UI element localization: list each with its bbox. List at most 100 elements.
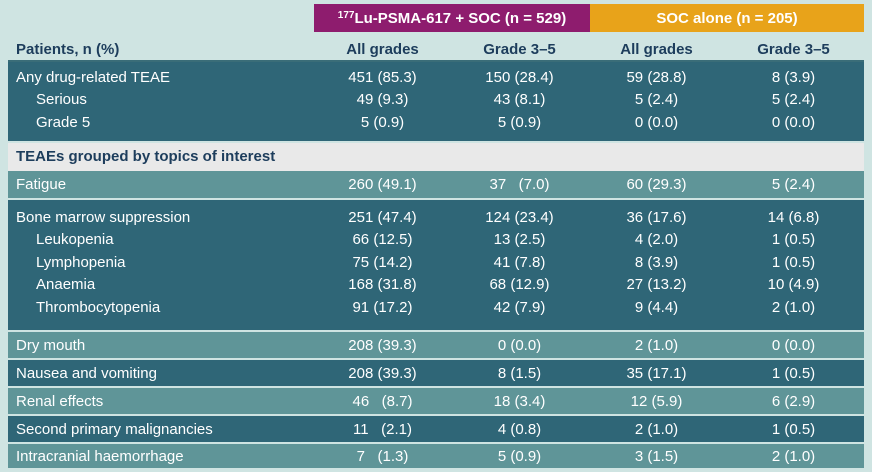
row-label: Thrombocytopenia [36,298,161,316]
cell: 5 (2.4) [771,91,816,109]
cell: 1 (0.5) [771,253,816,271]
cell: 13 (2.5) [493,231,546,249]
row-label: Anaemia [36,276,96,294]
cell: 60 (29.3) [626,175,687,193]
table-row: Nausea and vomiting 208 (39.3) 8 (1.5) 3… [8,362,864,385]
row-label: Lymphopenia [36,253,126,271]
cell: 43 (8.1) [493,91,546,109]
cell: 1 (0.5) [771,364,816,382]
cell: 208 (39.3) [348,364,417,382]
table-row: Grade 5 5 (0.9) 5 (0.9) 0 (0.0) 0 (0.0) [8,111,864,134]
section-title: TEAEs grouped by topics of interest [16,148,276,165]
cell: 12 (5.9) [630,392,683,410]
table-row: Bone marrow suppression 251 (47.4) 124 (… [8,206,864,229]
cell: 124 (23.4) [485,208,554,226]
renal-block: Renal effects 46 (8.7) 18 (3.4) 12 (5.9)… [8,388,864,414]
cell: 8 (3.9) [634,253,679,271]
table-row: Dry mouth 208 (39.3) 0 (0.0) 2 (1.0) 0 (… [8,334,864,357]
cell: 8 (1.5) [497,364,542,382]
cell: 2 (1.0) [634,420,679,438]
cell: 27 (13.2) [626,276,687,294]
row-label: Bone marrow suppression [16,208,191,226]
nausea-block: Nausea and vomiting 208 (39.3) 8 (1.5) 3… [8,360,864,386]
cell: 251 (47.4) [348,208,417,226]
isotope-superscript: 177 [337,9,355,21]
table-row: Intracranial haemorrhage 7 (1.3) 5 (0.9)… [8,445,864,468]
patients-label: Patients, n (%) [16,41,120,58]
table-row: Lymphopenia 75 (14.2) 41 (7.8) 8 (3.9) 1… [8,251,864,274]
section-header: TEAEs grouped by topics of interest [8,143,864,171]
header-divider [8,60,864,62]
cell: 49 (9.3) [356,91,409,109]
cell: 1 (0.5) [771,420,816,438]
lu-psma-group-header: 177 Lu-PSMA-617 + SOC (n = 529) [314,4,590,32]
cell: 0 (0.0) [771,336,816,354]
row-label: Leukopenia [36,231,114,249]
cell: 37 (7.0) [489,175,550,193]
cell: 66 (12.5) [352,231,413,249]
cell: 4 (2.0) [634,231,679,249]
row-label: Dry mouth [16,336,86,354]
adverse-events-table: 177 Lu-PSMA-617 + SOC (n = 529) SOC alone… [8,4,864,468]
cell: 208 (39.3) [348,336,417,354]
cell: 5 (0.9) [360,113,405,131]
cell: 4 (0.8) [497,420,542,438]
haemorrhage-block: Intracranial haemorrhage 7 (1.3) 5 (0.9)… [8,444,864,468]
soc-group-header: SOC alone (n = 205) [590,4,864,32]
cell: 41 (7.8) [493,253,546,271]
row-label: Serious [36,91,87,109]
col-lu-all-grades: All grades [346,41,419,58]
cell: 168 (31.8) [348,276,417,294]
malignancies-block: Second primary malignancies 11 (2.1) 4 (… [8,416,864,442]
cell: 2 (1.0) [634,336,679,354]
row-label: Any drug-related TEAE [16,68,170,86]
fatigue-block: Fatigue 260 (49.1) 37 (7.0) 60 (29.3) 5 … [8,171,864,198]
cell: 5 (2.4) [771,175,816,193]
cell: 11 (2.1) [353,420,412,438]
cell: 2 (1.0) [771,447,816,465]
cell: 42 (7.9) [493,298,546,316]
cell: 18 (3.4) [493,392,546,410]
cell: 0 (0.0) [771,113,816,131]
col-lu-grade-3-5: Grade 3–5 [483,41,556,58]
row-label: Grade 5 [36,113,91,131]
table-row: Anaemia 168 (31.8) 68 (12.9) 27 (13.2) 1… [8,274,864,297]
cell: 5 (2.4) [634,91,679,109]
cell: 75 (14.2) [352,253,413,271]
soc-group-label: SOC alone (n = 205) [656,9,798,27]
dry-mouth-block: Dry mouth 208 (39.3) 0 (0.0) 2 (1.0) 0 (… [8,332,864,358]
bone-marrow-block: Bone marrow suppression 251 (47.4) 124 (… [8,200,864,330]
cell: 150 (28.4) [485,68,554,86]
cell: 6 (2.9) [771,392,816,410]
row-label: Intracranial haemorrhage [16,447,184,465]
column-header-row: Patients, n (%) All grades Grade 3–5 All… [8,32,864,60]
cell: 5 (0.9) [497,447,542,465]
cell: 8 (3.9) [771,68,816,86]
cell: 91 (17.2) [352,298,413,316]
cell: 7 (1.3) [356,447,409,465]
cell: 2 (1.0) [771,298,816,316]
table-row: Second primary malignancies 11 (2.1) 4 (… [8,418,864,441]
cell: 0 (0.0) [634,113,679,131]
cell: 451 (85.3) [348,68,417,86]
cell: 260 (49.1) [348,175,417,193]
table-row: Fatigue 260 (49.1) 37 (7.0) 60 (29.3) 5 … [8,173,864,196]
cell: 36 (17.6) [626,208,687,226]
col-soc-all-grades: All grades [620,41,693,58]
cell: 1 (0.5) [771,231,816,249]
cell: 0 (0.0) [497,336,542,354]
cell: 14 (6.8) [767,208,820,226]
table-row: Leukopenia 66 (12.5) 13 (2.5) 4 (2.0) 1 … [8,229,864,252]
cell: 9 (4.4) [634,298,679,316]
row-label: Fatigue [16,175,67,193]
row-label: Nausea and vomiting [16,364,157,382]
lu-psma-group-label: Lu-PSMA-617 + SOC (n = 529) [354,9,567,27]
cell: 68 (12.9) [489,276,550,294]
cell: 46 (8.7) [352,392,413,410]
cell: 10 (4.9) [767,276,820,294]
table-row: Renal effects 46 (8.7) 18 (3.4) 12 (5.9)… [8,390,864,413]
table-row: Any drug-related TEAE 451 (85.3) 150 (28… [8,66,864,89]
table-row: Serious 49 (9.3) 43 (8.1) 5 (2.4) 5 (2.4… [8,89,864,112]
cell: 5 (0.9) [497,113,542,131]
row-label: Renal effects [16,392,104,410]
